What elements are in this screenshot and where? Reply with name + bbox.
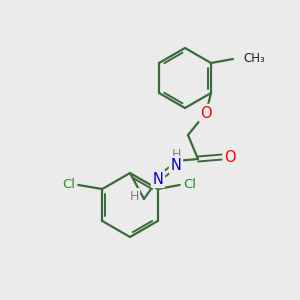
Text: Cl: Cl — [183, 178, 196, 190]
Text: Cl: Cl — [62, 178, 75, 190]
Text: CH₃: CH₃ — [243, 52, 265, 65]
Text: N: N — [170, 158, 182, 172]
Text: O: O — [200, 106, 212, 121]
Text: O: O — [224, 149, 236, 164]
Text: N: N — [152, 172, 164, 187]
Text: H: H — [171, 148, 181, 161]
Text: H: H — [129, 190, 139, 202]
